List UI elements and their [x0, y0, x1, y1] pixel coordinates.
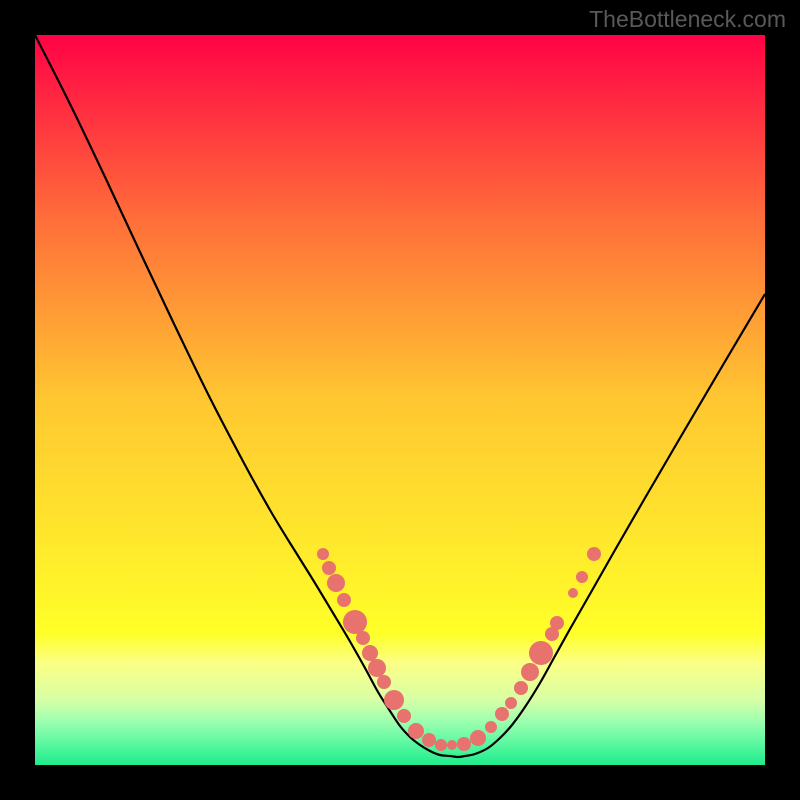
data-marker [362, 645, 378, 661]
data-marker [514, 681, 528, 695]
data-marker [435, 739, 447, 751]
data-marker [568, 588, 578, 598]
data-marker [470, 730, 486, 746]
data-marker [322, 561, 336, 575]
bottleneck-chart [0, 0, 800, 800]
data-marker [457, 737, 471, 751]
data-marker [529, 641, 553, 665]
data-marker [447, 740, 457, 750]
data-marker [422, 733, 436, 747]
data-marker [356, 631, 370, 645]
data-marker [327, 574, 345, 592]
data-marker [343, 610, 367, 634]
data-marker [495, 707, 509, 721]
watermark-text: TheBottleneck.com [589, 6, 786, 33]
data-marker [337, 593, 351, 607]
chart-container: TheBottleneck.com [0, 0, 800, 800]
data-marker [550, 616, 564, 630]
data-marker [397, 709, 411, 723]
data-marker [377, 675, 391, 689]
data-marker [384, 690, 404, 710]
data-marker [521, 663, 539, 681]
data-marker [317, 548, 329, 560]
data-marker [485, 721, 497, 733]
data-marker [505, 697, 517, 709]
data-marker [576, 571, 588, 583]
gradient-background [35, 35, 765, 765]
data-marker [368, 659, 386, 677]
data-marker [587, 547, 601, 561]
data-marker [408, 723, 424, 739]
